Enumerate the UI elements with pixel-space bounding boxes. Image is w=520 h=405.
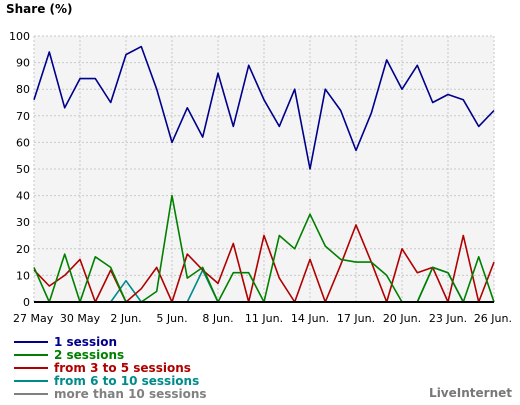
x-tick-label: 30 May bbox=[60, 312, 101, 325]
y-tick-label: 0 bbox=[23, 296, 30, 309]
x-tick-label: 20 Jun. bbox=[383, 312, 421, 325]
y-tick-label: 20 bbox=[16, 243, 30, 256]
y-tick-label: 60 bbox=[16, 136, 30, 149]
legend-label-2-sessions: 2 sessions bbox=[54, 348, 124, 362]
x-tick-label: 17 Jun. bbox=[337, 312, 375, 325]
x-tick-label: 14 Jun. bbox=[291, 312, 329, 325]
y-tick-label: 40 bbox=[16, 190, 30, 203]
grid-lines bbox=[33, 35, 495, 302]
x-tick-label: 27 May bbox=[13, 312, 54, 325]
x-tick-label: 23 Jun. bbox=[429, 312, 467, 325]
legend-label-from-3-to-5-sessions: from 3 to 5 sessions bbox=[54, 361, 191, 375]
brand-label: LiveInternet bbox=[429, 386, 512, 400]
x-tick-label: 5 Jun. bbox=[156, 312, 187, 325]
x-tick-label: 8 Jun. bbox=[202, 312, 233, 325]
y-tick-label: 10 bbox=[16, 269, 30, 282]
y-axis-ticks: 0 10 20 30 40 50 60 70 80 90 100 bbox=[9, 30, 30, 309]
y-tick-label: 30 bbox=[16, 216, 30, 229]
series-line-1-session bbox=[33, 45, 495, 170]
y-tick-label: 100 bbox=[9, 30, 30, 43]
series-line-from-3-to-5-sessions bbox=[33, 224, 495, 303]
x-tick-label: 2 Jun. bbox=[110, 312, 141, 325]
x-tick-label: 26 Jun. bbox=[474, 312, 512, 325]
x-axis-ticks: 27 May 30 May 2 Jun. 5 Jun. 8 Jun. 11 Jun. 14 … bbox=[13, 312, 512, 325]
legend-label-1-session: 1 session bbox=[54, 335, 117, 349]
y-tick-label: 80 bbox=[16, 83, 30, 96]
legend-label-more-than-10-sessions: more than 10 sessions bbox=[54, 387, 207, 401]
y-tick-label: 50 bbox=[16, 163, 30, 176]
legend-label-from-6-to-10-sessions: from 6 to 10 sessions bbox=[54, 374, 199, 388]
y-tick-label: 70 bbox=[16, 110, 30, 123]
y-axis-title: Share (%) bbox=[6, 2, 73, 16]
x-tick-label: 11 Jun. bbox=[245, 312, 283, 325]
y-tick-label: 90 bbox=[16, 57, 30, 70]
